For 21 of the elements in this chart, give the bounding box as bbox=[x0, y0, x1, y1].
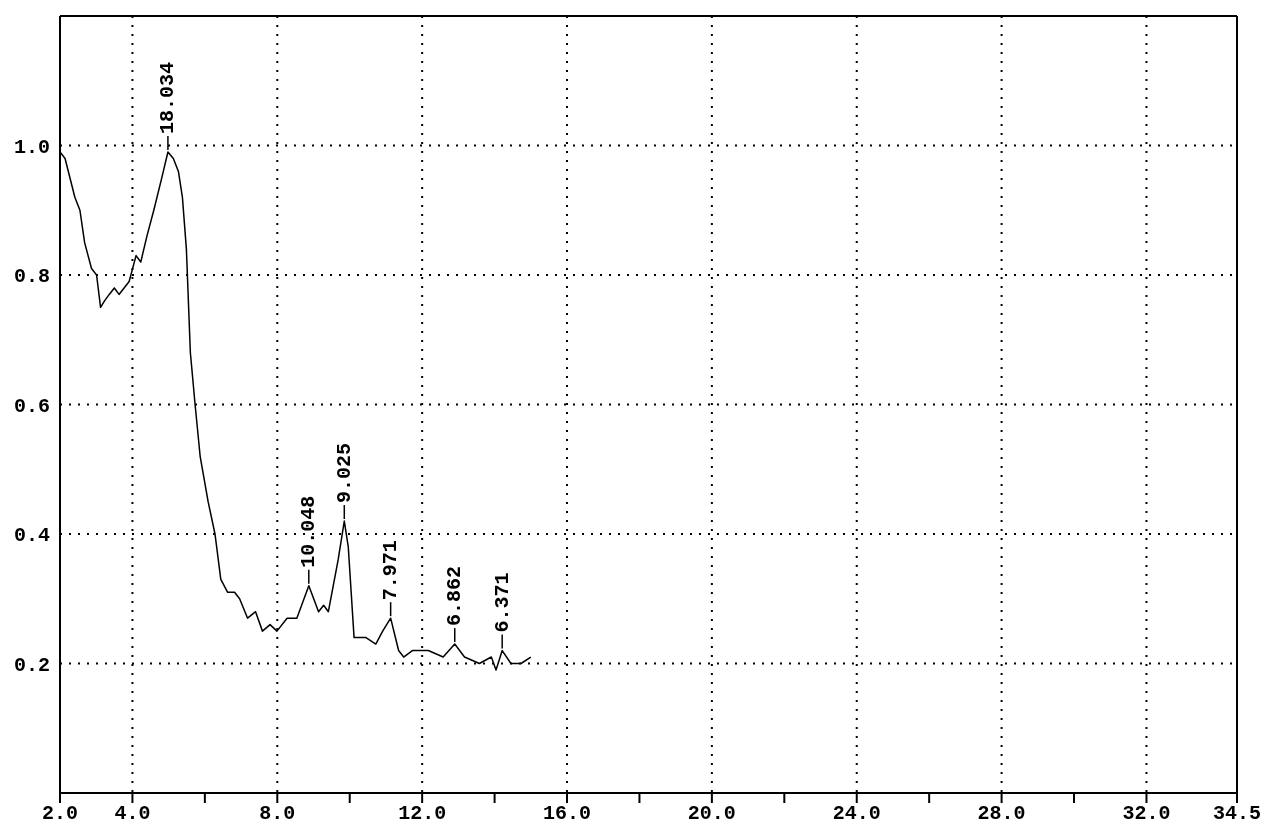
x-tick-label: 28.0 bbox=[977, 802, 1026, 826]
annotation: 6.862 bbox=[443, 566, 467, 627]
x-tick-label: 34.5 bbox=[1212, 802, 1262, 826]
annotation: 9.025 bbox=[332, 443, 356, 504]
x-tick-label: 2.0 bbox=[41, 802, 79, 826]
y-tick-label: 0.4 bbox=[13, 524, 50, 548]
y-tick-label: 0.8 bbox=[13, 265, 50, 289]
x-tick-label: 20.0 bbox=[687, 802, 736, 826]
y-tick-label: 1.0 bbox=[13, 135, 50, 159]
x-tick-label: 32.0 bbox=[1122, 802, 1171, 826]
annotation: 10.048 bbox=[297, 495, 321, 568]
x-tick-label: 8.0 bbox=[259, 802, 296, 826]
annotation: 6.371 bbox=[490, 572, 514, 633]
y-tick-label: 0.6 bbox=[13, 394, 50, 418]
annotation: 18.034 bbox=[156, 61, 180, 134]
x-tick-label: 4.0 bbox=[114, 802, 151, 826]
y-tick-label: 0.2 bbox=[13, 653, 50, 677]
annotation: 7.971 bbox=[379, 540, 403, 601]
x-tick-label: 24.0 bbox=[832, 802, 881, 826]
x-tick-label: 12.0 bbox=[398, 802, 447, 826]
x-tick-label: 16.0 bbox=[543, 802, 592, 826]
